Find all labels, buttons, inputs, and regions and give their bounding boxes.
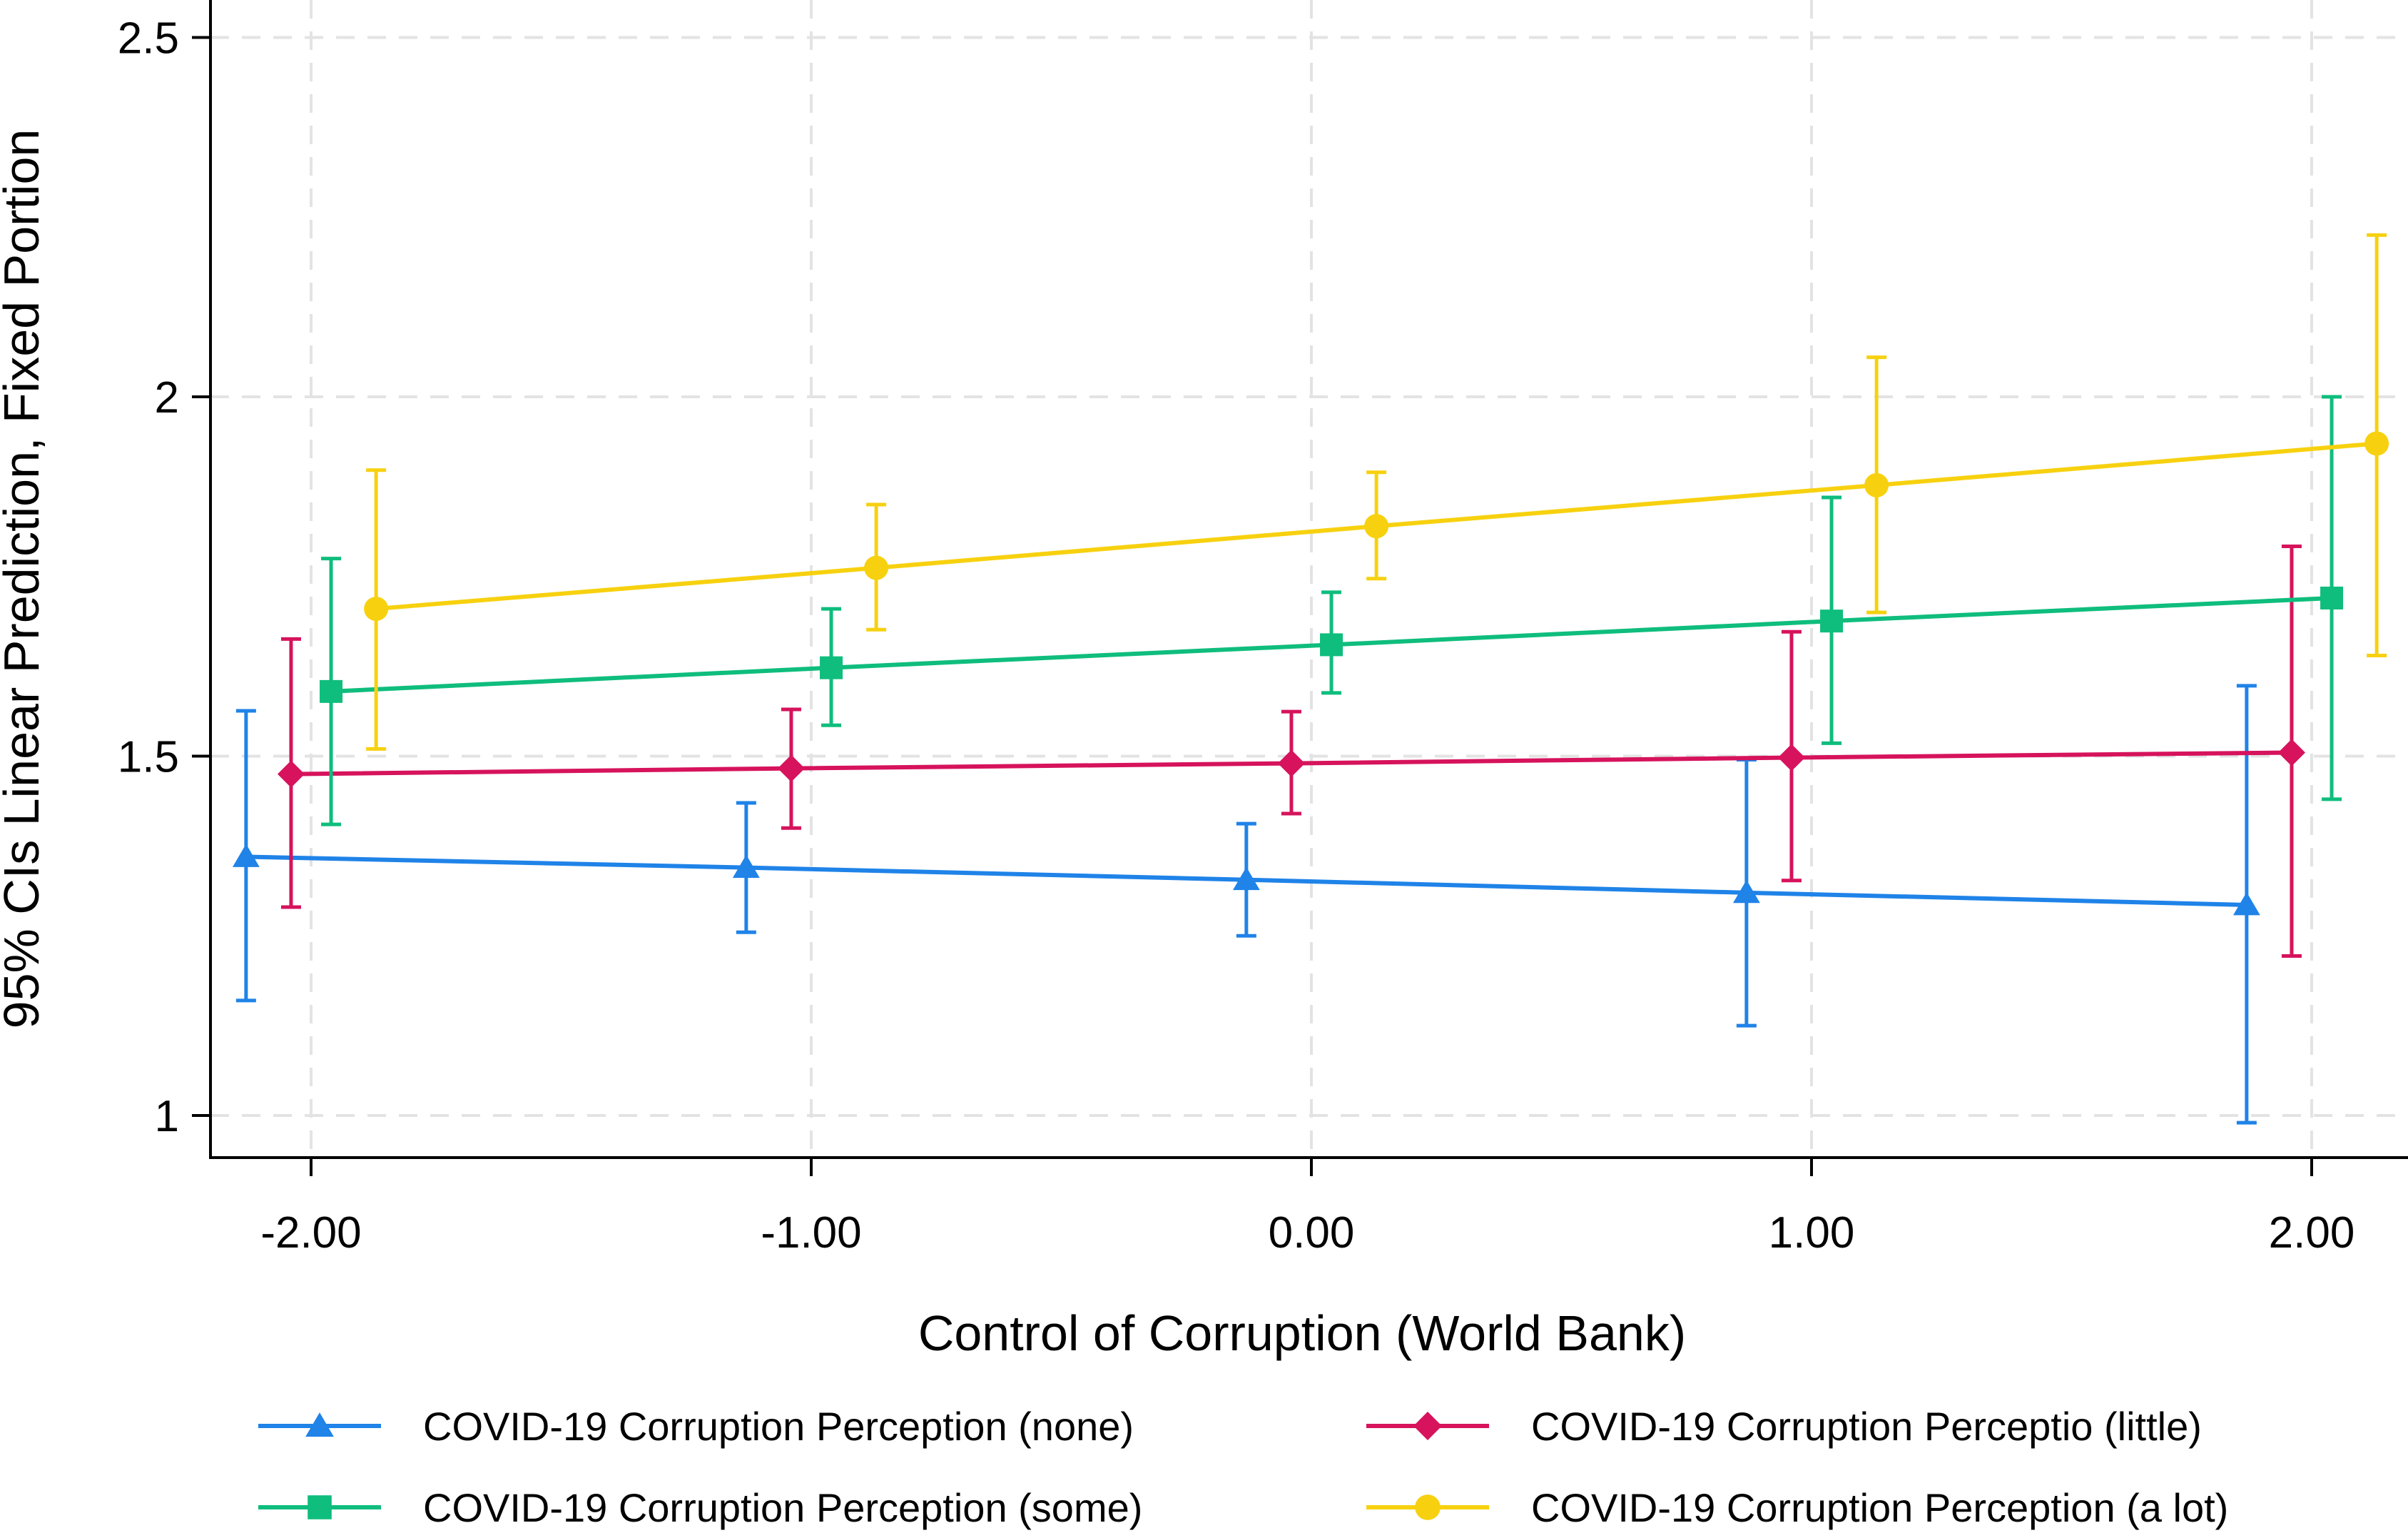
x-tick-label: -1.00 xyxy=(761,1208,861,1258)
legend-label: COVID-19 Corruption Perceptio (little) xyxy=(1531,1404,2202,1449)
data-point xyxy=(777,754,805,782)
y-axis-title: 95% CIs Linear Prediction, Fixed Portion xyxy=(0,129,49,1029)
legend-marker xyxy=(1415,1494,1441,1520)
data-point xyxy=(1364,514,1389,539)
legend-marker xyxy=(1413,1412,1442,1440)
data-point xyxy=(1232,866,1260,891)
data-point xyxy=(820,656,843,679)
series-4 xyxy=(364,233,2389,751)
axes: 1 1.5 2 2.5 -2.00 -1.00 0.00 1.00 2.00 xyxy=(118,0,2408,1258)
data-point xyxy=(320,679,343,703)
data-point xyxy=(2232,891,2260,916)
y-tick-label: 2.5 xyxy=(118,14,179,64)
data-point xyxy=(1777,744,1805,771)
legend: COVID-19 Corruption Perception (none) COV… xyxy=(258,1404,2228,1530)
y-tick-label: 1 xyxy=(155,1092,179,1141)
legend-item: COVID-19 Corruption Perception (none) xyxy=(258,1404,1134,1449)
legend-marker xyxy=(305,1412,334,1437)
data-point xyxy=(1320,633,1343,657)
legend-item: COVID-19 Corruption Perception (a lot) xyxy=(1366,1485,2228,1530)
legend-marker xyxy=(308,1495,332,1519)
data-point xyxy=(2320,586,2344,609)
grid xyxy=(210,0,2408,1158)
legend-label: COVID-19 Corruption Perception (none) xyxy=(423,1404,1134,1449)
data-point xyxy=(1277,749,1305,777)
legend-label: COVID-19 Corruption Perception (a lot) xyxy=(1531,1485,2228,1530)
series-2 xyxy=(277,544,2305,958)
data-point xyxy=(232,844,260,867)
data-point xyxy=(732,854,760,878)
data-point xyxy=(1820,609,1844,633)
series-1 xyxy=(232,684,2260,1125)
data-point xyxy=(1864,472,1889,497)
y-tick-label: 1.5 xyxy=(118,733,179,782)
data-point xyxy=(277,760,305,788)
x-tick-label: -2.00 xyxy=(260,1208,361,1258)
legend-item: COVID-19 Corruption Perception (some) xyxy=(258,1485,1142,1530)
plot-area xyxy=(232,233,2389,1125)
series-3 xyxy=(320,395,2344,826)
data-point xyxy=(2364,431,2389,456)
data-point xyxy=(864,555,889,580)
x-tick-label: 2.00 xyxy=(2269,1208,2355,1258)
data-point xyxy=(364,597,389,622)
x-tick-label: 1.00 xyxy=(1769,1208,1855,1258)
data-point xyxy=(1732,879,1760,904)
y-tick-label: 2 xyxy=(155,373,179,423)
legend-item: COVID-19 Corruption Perceptio (little) xyxy=(1366,1404,2202,1449)
data-point xyxy=(2277,739,2305,766)
legend-label: COVID-19 Corruption Perception (some) xyxy=(423,1485,1142,1530)
x-axis-title: Control of Corruption (World Bank) xyxy=(918,1305,1686,1361)
x-tick-label: 0.00 xyxy=(1269,1208,1355,1258)
